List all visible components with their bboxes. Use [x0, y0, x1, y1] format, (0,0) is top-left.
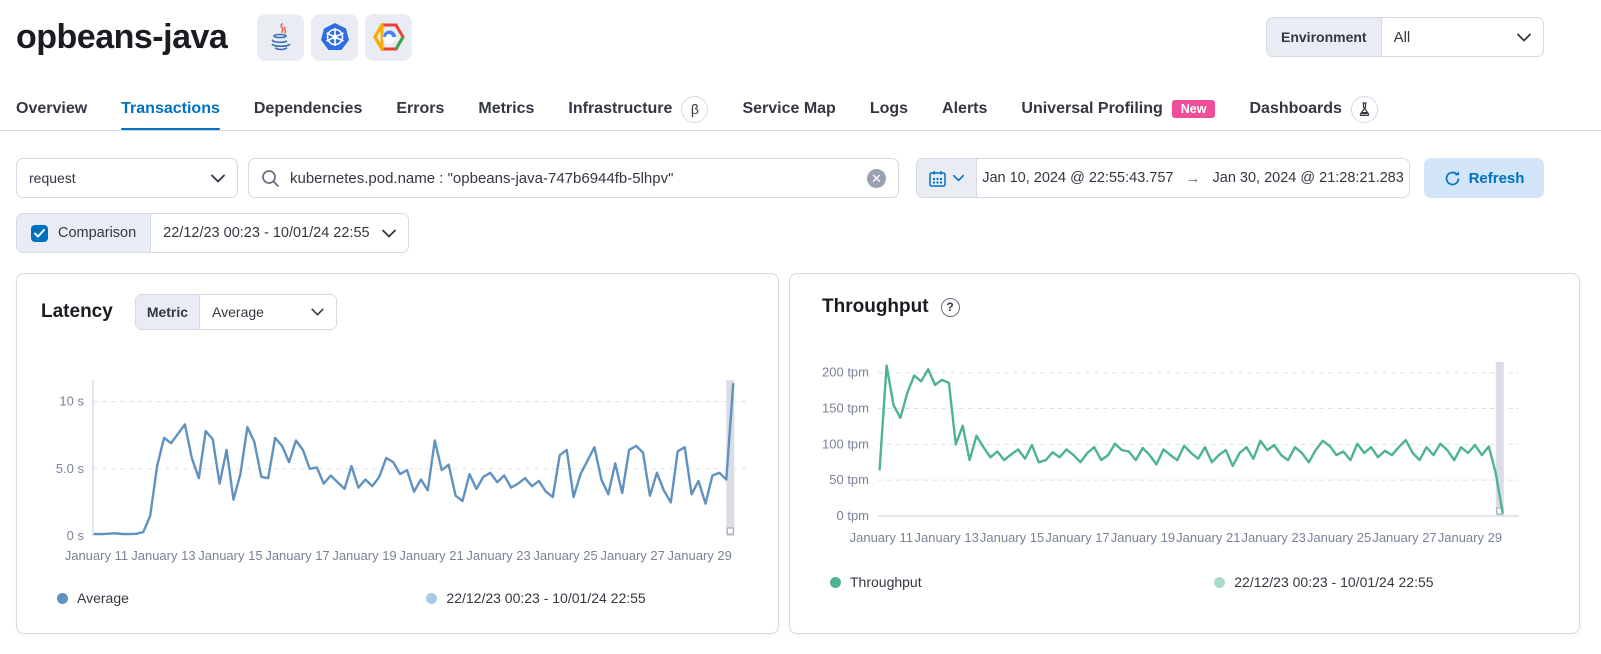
beta-badge: β — [681, 95, 709, 123]
svg-text:January 21: January 21 — [399, 548, 463, 563]
throughput-panel: Throughput ? 0 tpm 50 tpm 100 tpm 150 tpm 20… — [789, 273, 1580, 634]
svg-text:150 tpm: 150 tpm — [822, 401, 869, 416]
svg-text:January 13: January 13 — [131, 548, 195, 563]
svg-text:200 tpm: 200 tpm — [822, 365, 869, 380]
svg-text:0 s: 0 s — [67, 528, 85, 543]
svg-text:January 15: January 15 — [980, 530, 1044, 545]
latency-panel: Latency Metric Average 0 s 5.0 s 10 s Janua… — [16, 273, 779, 634]
svg-text:10 s: 10 s — [59, 394, 84, 409]
svg-text:January 15: January 15 — [198, 548, 262, 563]
comparison-checkbox[interactable] — [31, 224, 48, 242]
chevron-down-icon — [381, 229, 396, 238]
metric-value[interactable]: Average — [200, 295, 337, 329]
svg-text:January 25: January 25 — [1307, 530, 1371, 545]
chevron-down-icon — [311, 308, 324, 316]
tab-transactions[interactable]: Transactions — [121, 88, 220, 130]
help-icon[interactable]: ? — [940, 297, 960, 317]
kubernetes-icon — [311, 13, 359, 61]
kql-search-input[interactable]: kubernetes.pod.name : "opbeans-java-747b… — [248, 158, 899, 198]
svg-text:January 19: January 19 — [332, 548, 396, 563]
svg-text:January 13: January 13 — [915, 530, 979, 545]
svg-text:January 23: January 23 — [1242, 530, 1306, 545]
google-cloud-icon — [365, 13, 413, 61]
svg-text:January 17: January 17 — [1045, 530, 1109, 545]
date-range-picker: Jan 10, 2024 @ 22:55:43.757 → Jan 30, 20… — [916, 158, 1410, 198]
transaction-type-select[interactable]: request — [16, 158, 238, 198]
comparison-toggle: Comparison — [17, 214, 151, 252]
chevron-down-icon — [1517, 33, 1531, 42]
latency-title: Latency — [41, 301, 113, 322]
comparison-range-select[interactable]: 22/12/23 00:23 - 10/01/24 22:55 — [150, 214, 408, 252]
svg-text:January 11: January 11 — [65, 548, 128, 563]
java-icon — [257, 13, 305, 61]
environment-label: Environment — [1267, 18, 1382, 56]
technology-badges — [257, 13, 413, 61]
check-icon — [34, 228, 45, 237]
tab-infrastructure[interactable]: Infrastructure β — [568, 88, 709, 130]
svg-text:5.0 s: 5.0 s — [56, 461, 85, 476]
legend-item-throughput[interactable]: Throughput — [830, 574, 922, 590]
legend-item-average[interactable]: Average — [57, 590, 129, 606]
tab-dashboards[interactable]: Dashboards — [1249, 88, 1378, 130]
calendar-icon — [929, 170, 946, 187]
tab-logs[interactable]: Logs — [869, 100, 909, 117]
date-range-display: Jan 10, 2024 @ 22:55:43.757 → Jan 30, 20… — [977, 170, 1409, 187]
search-icon — [262, 169, 279, 187]
environment-value[interactable]: All — [1382, 18, 1543, 56]
environment-selector[interactable]: Environment All — [1266, 17, 1544, 57]
clear-search-icon[interactable]: ✕ — [867, 168, 886, 188]
latency-metric-select: Metric Average — [134, 294, 338, 330]
svg-text:January 29: January 29 — [1438, 530, 1502, 545]
legend-item-comparison[interactable]: 22/12/23 00:23 - 10/01/24 22:55 — [426, 590, 646, 606]
svg-text:January 25: January 25 — [533, 548, 597, 563]
beaker-icon — [1350, 95, 1378, 123]
series-dot — [57, 592, 68, 604]
date-end[interactable]: Jan 30, 2024 @ 21:28:21.283 — [1212, 170, 1404, 186]
svg-text:January 21: January 21 — [1176, 530, 1240, 545]
page-title: opbeans-java — [16, 17, 228, 56]
comparison-control: Comparison 22/12/23 00:23 - 10/01/24 22:… — [16, 213, 409, 253]
svg-text:50 tpm: 50 tpm — [829, 472, 869, 487]
tab-overview[interactable]: Overview — [16, 100, 88, 117]
legend-item-comparison[interactable]: 22/12/23 00:23 - 10/01/24 22:55 — [1214, 574, 1434, 590]
svg-text:January 29: January 29 — [668, 548, 732, 563]
tab-universal-profiling[interactable]: Universal Profiling New — [1021, 88, 1216, 130]
refresh-icon — [1445, 170, 1459, 185]
series-dot — [1214, 576, 1226, 588]
tab-service-map[interactable]: Service Map — [742, 100, 836, 117]
tab-errors[interactable]: Errors — [396, 100, 445, 117]
svg-text:January 11: January 11 — [850, 530, 913, 545]
chevron-down-icon — [211, 174, 225, 183]
date-start[interactable]: Jan 10, 2024 @ 22:55:43.757 — [982, 170, 1174, 186]
series-dot — [426, 592, 438, 604]
svg-text:100 tpm: 100 tpm — [822, 436, 869, 451]
refresh-button[interactable]: Refresh — [1424, 158, 1544, 198]
latency-chart[interactable]: 0 s 5.0 s 10 s January 11 January 13 January … — [31, 370, 766, 568]
search-query-text: kubernetes.pod.name : "opbeans-java-747b… — [290, 169, 674, 187]
tab-bar: Overview Transactions Dependencies Error… — [0, 88, 1601, 131]
date-picker-menu-button[interactable] — [917, 159, 977, 197]
tab-alerts[interactable]: Alerts — [942, 100, 988, 117]
page-header: opbeans-java — [16, 10, 1544, 64]
svg-text:January 27: January 27 — [1372, 530, 1436, 545]
new-badge: New — [1171, 99, 1216, 119]
metric-label: Metric — [135, 295, 201, 329]
svg-text:January 23: January 23 — [466, 548, 530, 563]
throughput-legend: Throughput 22/12/23 00:23 - 10/01/24 22:… — [830, 574, 1555, 590]
tab-dependencies[interactable]: Dependencies — [253, 100, 363, 117]
series-dot — [830, 576, 841, 588]
arrow-right-icon: → — [1185, 169, 1201, 187]
chevron-down-icon — [953, 174, 964, 182]
svg-text:January 17: January 17 — [265, 548, 329, 563]
comparison-label: Comparison — [58, 225, 137, 241]
tab-metrics[interactable]: Metrics — [478, 100, 535, 117]
filter-bar: request kubernetes.pod.name : "opbeans-j… — [16, 158, 1544, 198]
svg-text:January 27: January 27 — [601, 548, 665, 563]
throughput-chart[interactable]: 0 tpm 50 tpm 100 tpm 150 tpm 200 tpm January … — [804, 350, 1563, 550]
latency-legend: Average 22/12/23 00:23 - 10/01/24 22:55 — [57, 590, 754, 606]
svg-text:0 tpm: 0 tpm — [836, 508, 869, 523]
throughput-title: Throughput — [822, 296, 929, 317]
svg-text:January 19: January 19 — [1111, 530, 1175, 545]
